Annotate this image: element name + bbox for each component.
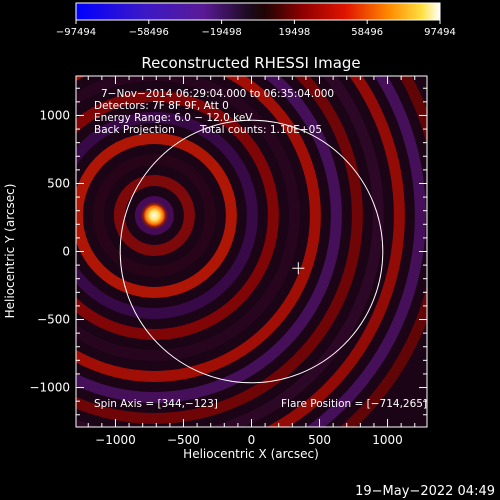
heatmap-ring xyxy=(76,76,363,424)
heatmap-ring xyxy=(76,76,342,403)
x-tick-label: −500 xyxy=(167,433,200,447)
solar-limb-circle xyxy=(119,119,384,384)
y-tick-label: 500 xyxy=(47,176,70,190)
heatmap-ring xyxy=(76,132,237,298)
chart-title: Reconstructed RHESSI Image xyxy=(141,54,360,72)
y-tick-label: −1000 xyxy=(29,381,70,395)
energy-range-label: Energy Range: 6.0 − 12.0 keV xyxy=(94,112,253,124)
heatmap-ring xyxy=(76,76,321,382)
x-tick-label: 500 xyxy=(308,433,331,447)
method-label: Back Projection xyxy=(94,124,175,136)
time-range-label: 7−Nov−2014 06:29:04.000 to 06:35:04.000 xyxy=(101,88,334,100)
colorbar-tick-label: 97494 xyxy=(424,27,456,38)
heatmap-ring xyxy=(92,153,216,277)
y-axis-label: Heliocentric Y (arcsec) xyxy=(3,184,17,319)
colorbar-ticks: −97494 −58496 −19498 19498 58496 97494 xyxy=(56,20,456,38)
y-tick-label: 0 xyxy=(62,245,70,259)
colorbar-tick-label: 19498 xyxy=(278,27,310,38)
spin-axis-label: Spin Axis = [344,−123] xyxy=(94,398,218,410)
y-tick-label: −500 xyxy=(37,313,70,327)
x-tick-label: 1000 xyxy=(372,433,403,447)
heatmap-ring xyxy=(113,174,195,256)
x-tick-label: 0 xyxy=(248,433,256,447)
heatmap-ring xyxy=(306,76,426,427)
x-axis-label: Heliocentric X (arcsec) xyxy=(183,447,319,461)
heatmap-ring xyxy=(76,90,279,340)
heatmap-ring xyxy=(266,76,405,427)
y-tick-label: 1000 xyxy=(39,108,70,122)
colorbar-tick-label: −19498 xyxy=(201,27,241,38)
heatmap-ring xyxy=(76,76,384,427)
heatmap-ring xyxy=(76,111,258,319)
colorbar-tick-label: 58496 xyxy=(351,27,383,38)
colorbar-tick-label: −58496 xyxy=(129,27,169,38)
image-overlays xyxy=(119,119,384,384)
colorbar-tick-label: −97494 xyxy=(56,27,96,38)
plot-area: −1000 −500 0 500 1000 1000 500 0 −500 −1000 xyxy=(29,75,428,447)
detectors-label: Detectors: 7F 8F 9F, Att 0 xyxy=(94,100,229,112)
footer-timestamp: 19−May−2022 04:49 xyxy=(355,484,495,499)
axis-ticks: −1000 −500 0 500 1000 1000 500 0 −500 −1000 xyxy=(29,76,427,447)
plot-annotations: 7−Nov−2014 06:29:04.000 to 06:35:04.000 … xyxy=(94,88,427,410)
total-counts-label: Total counts: 1.10E+05 xyxy=(199,124,322,136)
colorbar: −97494 −58496 −19498 19498 58496 97494 xyxy=(56,2,456,38)
heatmap-ring xyxy=(76,76,300,361)
x-tick-label: −1000 xyxy=(95,433,136,447)
colorbar-gradient xyxy=(75,2,441,21)
flare-position-label: Flare Position = [−714,265] xyxy=(281,398,427,410)
heatmap-image xyxy=(76,76,427,427)
flare-source xyxy=(140,201,169,230)
